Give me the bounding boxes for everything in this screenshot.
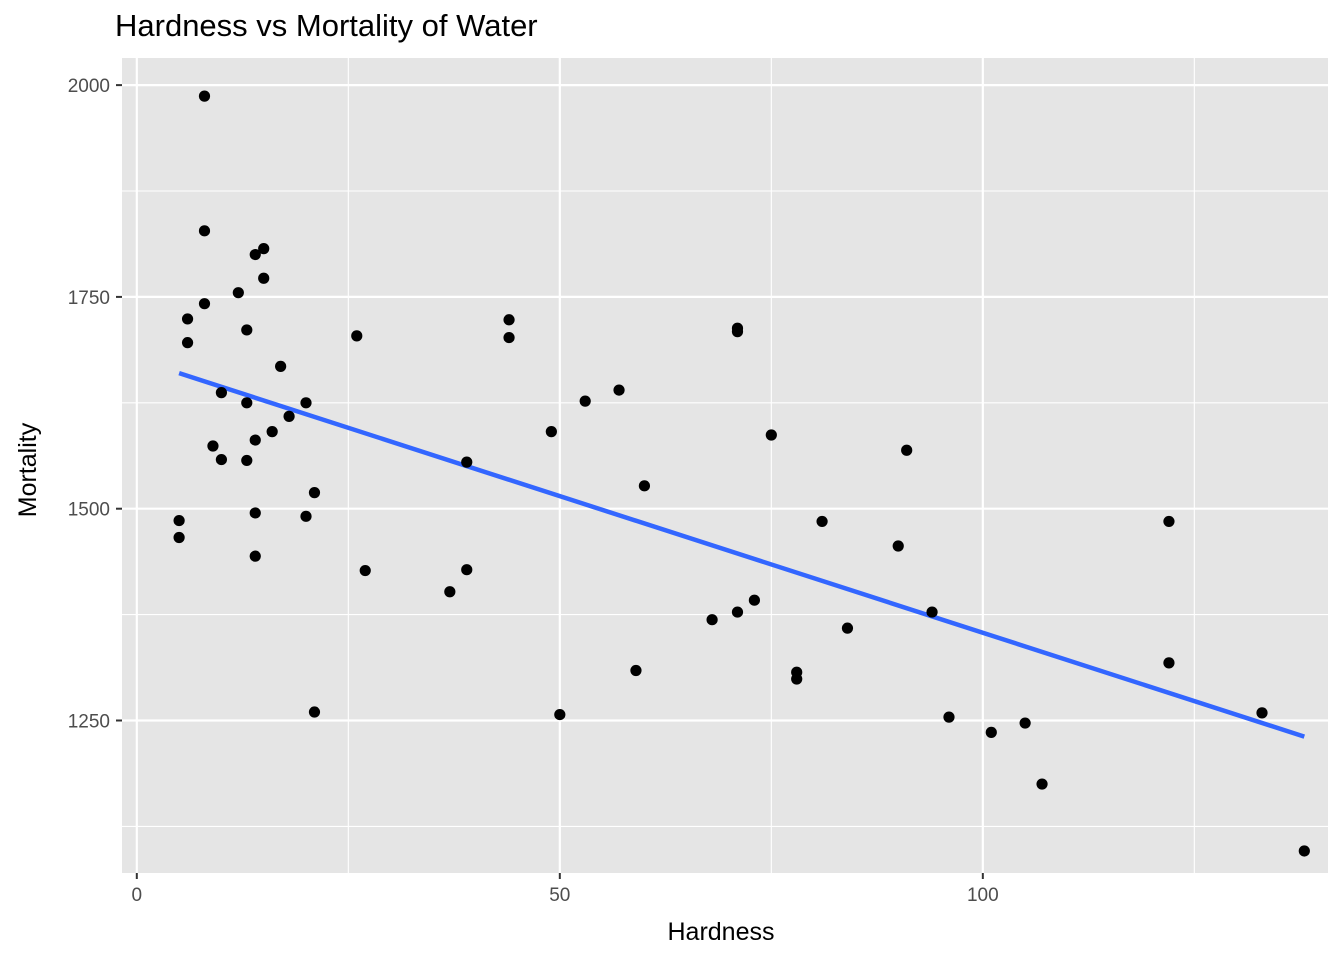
data-point xyxy=(308,487,321,499)
data-point xyxy=(841,622,854,634)
data-point xyxy=(249,550,261,562)
x-tick-label: 100 xyxy=(967,885,999,906)
data-point xyxy=(351,330,363,342)
y-tick-label: 1250 xyxy=(68,712,110,733)
data-point xyxy=(232,287,244,299)
tick-labels: 0 50 100 1250 1500 1750 2000 xyxy=(68,76,999,906)
data-point xyxy=(545,426,557,438)
data-point xyxy=(1256,707,1268,719)
data-point xyxy=(173,514,185,527)
plot-panel xyxy=(122,58,1328,873)
data-point xyxy=(1298,845,1310,857)
data-point xyxy=(926,606,938,618)
data-point xyxy=(258,272,270,284)
data-point xyxy=(816,515,828,528)
y-axis-title: Mortality xyxy=(14,422,42,517)
data-point xyxy=(630,664,642,677)
chart-title: Hardness vs Mortality of Water xyxy=(115,8,538,43)
data-point xyxy=(706,614,718,626)
data-point xyxy=(791,673,803,685)
data-point xyxy=(241,454,253,467)
data-point xyxy=(765,429,777,441)
data-point xyxy=(241,397,253,409)
x-tick-label: 0 xyxy=(132,885,143,906)
data-point xyxy=(215,453,228,466)
data-point xyxy=(266,426,278,438)
data-point xyxy=(308,706,321,718)
data-point xyxy=(1019,717,1031,729)
data-point xyxy=(241,324,253,336)
y-tick-label: 1500 xyxy=(68,500,110,521)
y-tick-label: 1750 xyxy=(68,288,110,309)
data-point xyxy=(1036,778,1048,790)
data-point xyxy=(181,337,194,349)
minor-gridlines xyxy=(122,58,1328,873)
data-point xyxy=(943,711,955,723)
data-point xyxy=(300,397,312,409)
data-point xyxy=(359,564,371,577)
data-points xyxy=(173,90,1310,857)
data-point xyxy=(198,90,211,102)
data-point xyxy=(613,384,625,396)
data-point xyxy=(258,243,270,255)
data-point xyxy=(249,248,261,261)
data-point xyxy=(731,326,744,338)
data-point xyxy=(207,440,219,452)
data-point xyxy=(554,708,566,721)
data-point xyxy=(198,225,211,237)
data-point xyxy=(638,480,651,492)
major-gridlines xyxy=(122,58,1328,873)
data-point xyxy=(461,564,473,576)
data-point xyxy=(503,314,515,326)
data-point xyxy=(283,410,295,422)
data-point xyxy=(300,510,312,522)
data-point xyxy=(249,434,261,446)
trend-line-group xyxy=(178,371,1306,739)
y-tick-label: 2000 xyxy=(68,76,110,97)
x-tick-label: 50 xyxy=(549,885,570,906)
data-point xyxy=(198,298,211,310)
data-point xyxy=(579,395,591,407)
data-point xyxy=(215,387,228,399)
data-point xyxy=(181,313,194,325)
data-point xyxy=(461,456,473,468)
data-point xyxy=(275,360,287,372)
data-point xyxy=(173,531,185,544)
data-point xyxy=(503,331,515,344)
trend-line xyxy=(178,371,1306,739)
x-axis-title: Hardness xyxy=(668,918,775,946)
data-point xyxy=(985,726,997,738)
data-point xyxy=(748,594,760,606)
data-point xyxy=(249,507,261,519)
data-point xyxy=(444,586,456,598)
data-point xyxy=(1163,657,1175,669)
axis-ticks xyxy=(116,84,984,879)
data-point xyxy=(731,606,744,618)
data-point xyxy=(1163,515,1175,528)
data-point xyxy=(901,444,913,456)
data-point xyxy=(892,540,904,552)
